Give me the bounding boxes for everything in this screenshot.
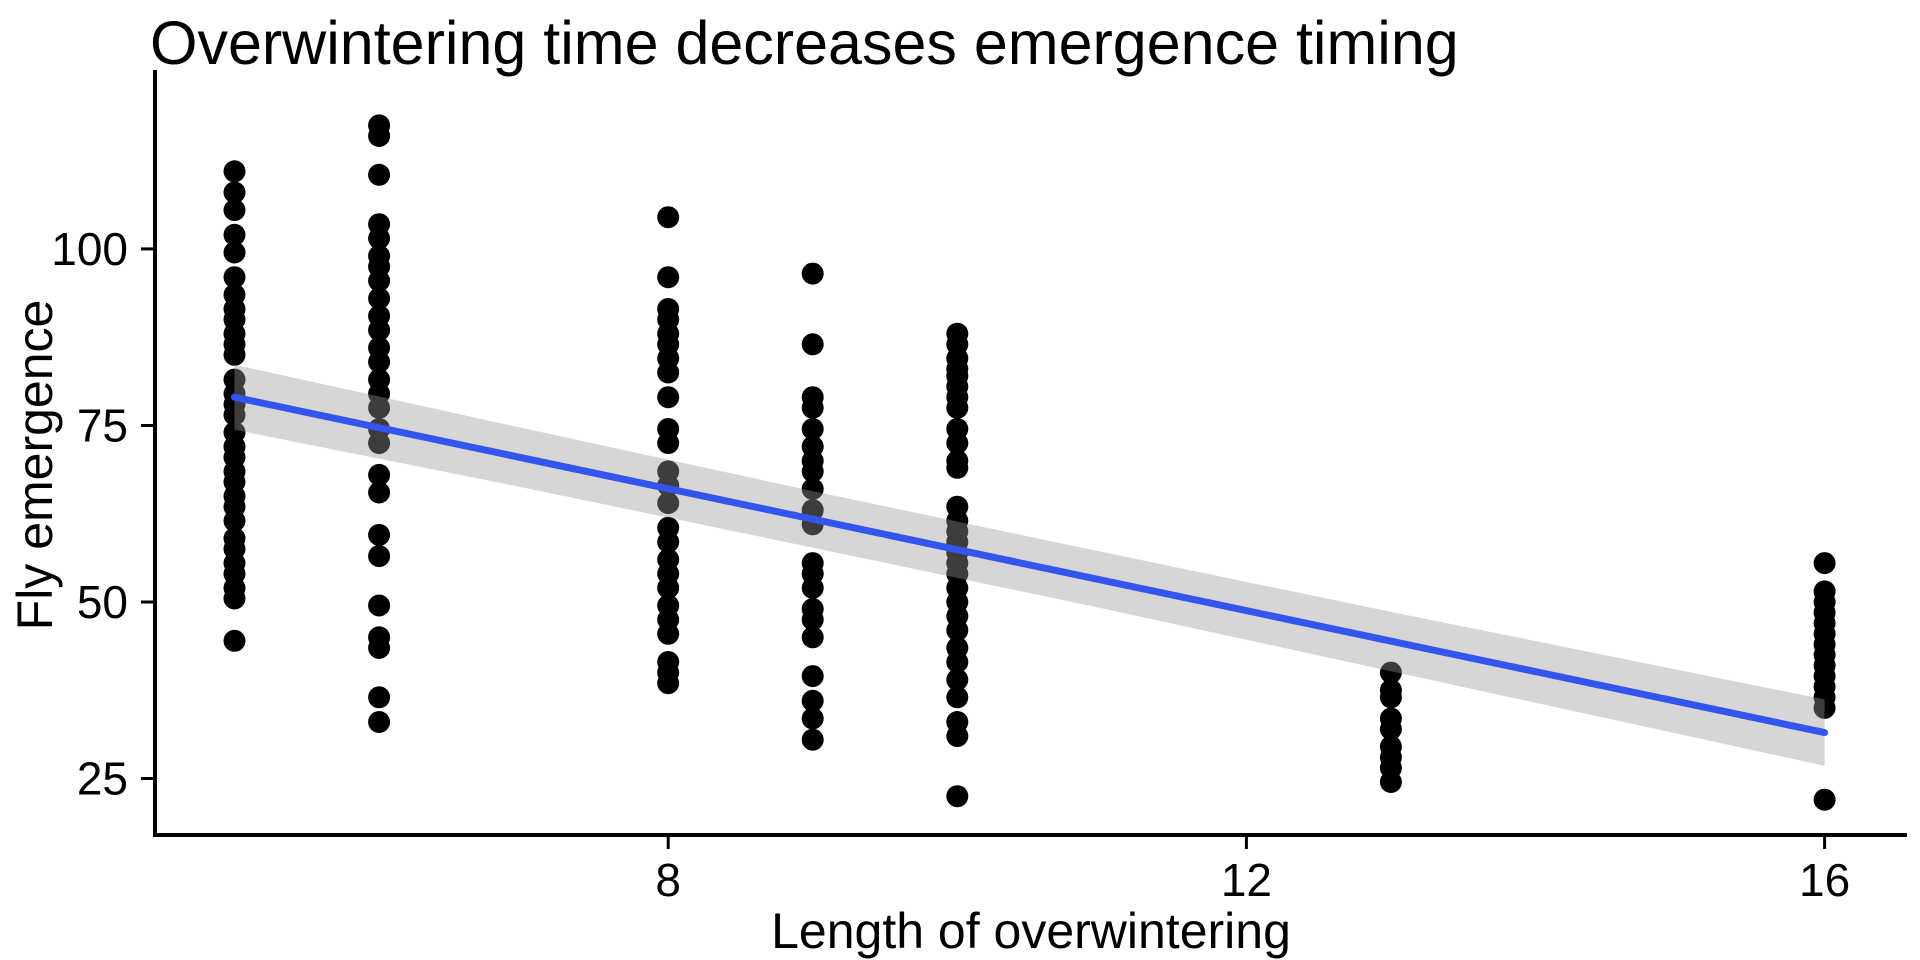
y-tick-label: 25 xyxy=(77,753,128,805)
data-point xyxy=(657,206,680,229)
data-point xyxy=(801,418,824,440)
data-point xyxy=(801,460,824,483)
data-point xyxy=(657,386,680,409)
x-tick-label: 16 xyxy=(1799,854,1850,906)
data-point xyxy=(223,403,246,426)
data-point xyxy=(223,160,246,183)
data-point xyxy=(368,269,391,292)
y-tick-label: 100 xyxy=(51,223,128,275)
data-point xyxy=(368,481,391,504)
data-point xyxy=(223,199,246,222)
data-point xyxy=(368,319,391,342)
data-point xyxy=(368,227,391,250)
data-point xyxy=(946,619,969,642)
data-point xyxy=(657,266,680,289)
data-point xyxy=(368,594,391,617)
y-tick-label: 50 xyxy=(77,576,128,628)
data-point xyxy=(368,463,391,486)
data-point xyxy=(368,523,391,546)
data-point xyxy=(801,728,824,751)
data-point xyxy=(368,396,391,419)
data-point xyxy=(368,711,391,733)
data-point xyxy=(801,689,824,712)
data-point xyxy=(223,509,246,532)
data-point xyxy=(801,262,824,285)
axes-layer xyxy=(153,70,1907,837)
data-point xyxy=(801,626,824,649)
data-point xyxy=(1813,552,1836,575)
data-point xyxy=(223,223,246,246)
data-point xyxy=(223,587,246,610)
x-tick-label: 8 xyxy=(655,854,681,906)
data-point xyxy=(368,432,391,455)
data-point xyxy=(368,163,391,186)
data-point xyxy=(946,432,969,455)
data-point xyxy=(801,707,824,730)
data-point xyxy=(657,622,680,645)
data-point xyxy=(1813,788,1836,811)
data-point xyxy=(223,241,246,264)
data-point xyxy=(946,725,969,748)
data-point xyxy=(801,396,824,419)
data-point xyxy=(1379,718,1402,741)
data-point xyxy=(368,545,391,568)
data-point xyxy=(801,665,824,688)
data-point xyxy=(946,651,969,673)
tick-labels-layer: 25 50 75 100 8 12 16 xyxy=(51,223,1850,906)
data-point xyxy=(657,432,680,455)
regression-line-layer xyxy=(231,393,1829,737)
data-point xyxy=(946,456,969,479)
data-point xyxy=(657,531,680,553)
data-point xyxy=(368,350,391,373)
data-point xyxy=(223,181,246,204)
data-point xyxy=(657,361,680,384)
data-point xyxy=(946,668,969,691)
y-axis-title: Fly emergence xyxy=(7,300,63,631)
data-point xyxy=(368,686,391,709)
data-point xyxy=(1813,696,1836,719)
regression-line xyxy=(231,393,1829,737)
x-axis-title: Length of overwintering xyxy=(771,903,1291,959)
data-point xyxy=(368,125,391,147)
data-point xyxy=(946,686,969,709)
plot-title: Overwintering time decreases emergence t… xyxy=(150,9,1459,77)
data-point xyxy=(223,629,246,652)
data-point xyxy=(223,343,246,366)
data-points-layer xyxy=(223,114,1836,811)
data-point xyxy=(657,672,680,695)
data-point xyxy=(657,492,680,515)
data-point xyxy=(946,396,969,419)
data-point xyxy=(1379,771,1402,793)
data-point xyxy=(946,785,969,808)
data-point xyxy=(801,576,824,599)
y-tick-label: 75 xyxy=(77,400,128,452)
x-tick-label: 12 xyxy=(1221,854,1272,906)
data-point xyxy=(657,576,680,599)
data-point xyxy=(1379,686,1402,709)
data-point xyxy=(368,636,391,659)
data-point xyxy=(801,608,824,631)
data-point xyxy=(223,266,246,289)
data-point xyxy=(1379,661,1402,684)
data-point xyxy=(368,287,391,310)
data-point xyxy=(801,478,824,500)
data-point xyxy=(801,333,824,356)
